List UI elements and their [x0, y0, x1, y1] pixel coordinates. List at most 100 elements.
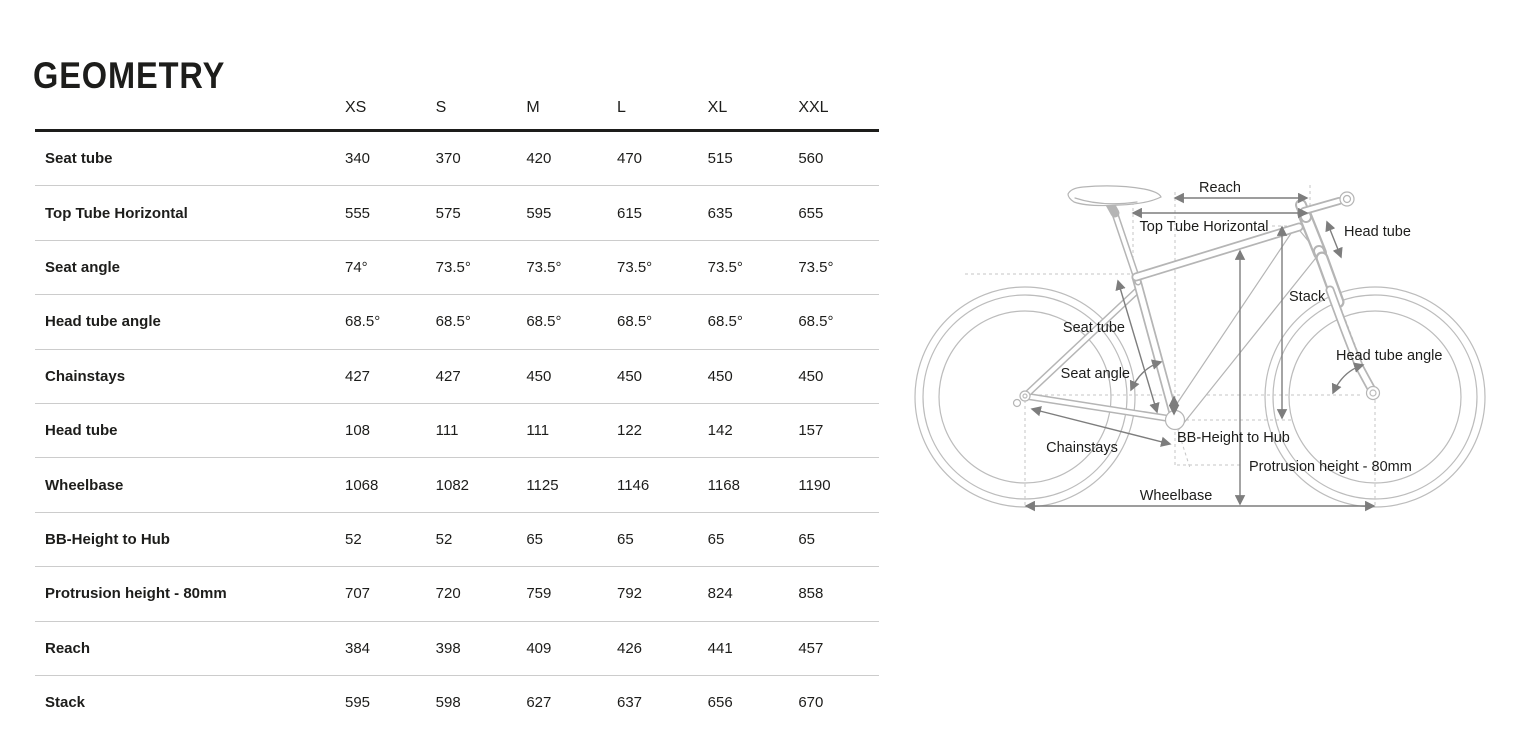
wheelbase-label: Wheelbase [1140, 488, 1213, 504]
row-label: Stack [45, 694, 86, 712]
front-dropout [1365, 385, 1381, 401]
row-value: 595 [526, 204, 552, 222]
row-value: 450 [707, 367, 733, 385]
row-value: 142 [707, 422, 733, 440]
chainstays-label: Chainstays [1046, 440, 1118, 456]
row-value: 450 [616, 367, 643, 385]
row-value: 68.5° [345, 313, 381, 331]
bb-height-to-hub-label: BB-Height to Hub [1177, 430, 1290, 446]
row-value: 615 [616, 204, 643, 222]
row-label: Wheelbase [45, 476, 124, 494]
row-label: Reach [45, 639, 91, 657]
row-value: 74° [345, 258, 368, 276]
row-value: 1146 [616, 476, 650, 494]
head-tube-label: Head tube [1344, 224, 1411, 240]
row-value: 555 [345, 204, 371, 222]
row-value: 420 [526, 150, 552, 168]
row-value: 720 [435, 585, 461, 603]
row-label: Seat angle [45, 258, 121, 276]
row-value: 108 [345, 422, 371, 440]
geometry-table-body: Seat tube 340 370 420 470 515 560 Top Tube Hori… [35, 132, 879, 729]
row-value: 68.5° [435, 313, 471, 331]
row-value: 68.5° [707, 313, 743, 331]
table-row: Stack 595 598 627 637 656 670 [35, 676, 879, 729]
bike-geometry-diagram: Reach Top Tube Horizontal Head tube Stac… [914, 180, 1486, 512]
bottom-bracket [1164, 409, 1186, 431]
row-label: Protrusion height - 80mm [45, 585, 227, 603]
row-value: 441 [707, 639, 733, 657]
geometry-table: XS S M L XL XXL Seat tube 340 370 420 470 515 560 To… [35, 86, 879, 729]
size-header: XL [707, 98, 728, 116]
row-value: 340 [345, 150, 371, 168]
row-value: 470 [616, 150, 643, 168]
size-header: M [526, 98, 540, 116]
seat-angle-label: Seat angle [1061, 366, 1130, 382]
chainstays-arrow [1030, 406, 1172, 447]
row-value: 52 [435, 530, 453, 548]
table-row: BB-Height to Hub 52 52 65 65 65 65 [35, 513, 879, 568]
head-tube-arrow [1325, 220, 1343, 259]
row-value: 111 [526, 422, 550, 440]
row-value: 560 [798, 150, 824, 168]
page-title: GEOMETRY [33, 54, 226, 96]
head-tube-angle-arc [1331, 362, 1365, 395]
row-value: 858 [798, 585, 824, 603]
seat-tube-label: Seat tube [1063, 320, 1125, 336]
row-value: 73.5° [435, 258, 471, 276]
row-value: 73.5° [526, 258, 562, 276]
row-value: 65 [707, 530, 725, 548]
row-label: BB-Height to Hub [45, 530, 170, 548]
table-row: Chainstays 427 427 450 450 450 450 [35, 350, 879, 404]
row-value: 157 [798, 422, 824, 440]
row-value: 450 [798, 367, 824, 385]
row-label: Head tube angle [45, 313, 161, 331]
row-value: 1068 [345, 476, 379, 494]
diagram-labels: Reach Top Tube Horizontal Head tube Stac… [1046, 180, 1442, 504]
row-value: 68.5° [798, 313, 834, 331]
row-value: 707 [345, 585, 371, 603]
row-value: 575 [435, 204, 461, 222]
row-value: 65 [526, 530, 544, 548]
row-value: 427 [345, 367, 371, 385]
saddle [1067, 185, 1162, 207]
table-row: Seat tube 340 370 420 470 515 560 [35, 132, 879, 187]
row-value: 426 [616, 639, 643, 657]
protrusion-height-label: Protrusion height - 80mm [1249, 459, 1412, 475]
row-value: 655 [798, 204, 824, 222]
row-value: 759 [526, 585, 552, 603]
table-row: Wheelbase 1068 1082 1125 1146 1168 1190 [35, 458, 879, 513]
row-value: 1125 [526, 476, 559, 494]
row-value: 656 [707, 694, 733, 712]
table-row: Top Tube Horizontal 555 575 595 615 635 655 [35, 186, 879, 241]
table-row: Head tube 108 111 111 122 142 157 [35, 404, 879, 459]
table-row: Protrusion height - 80mm 707 720 759 792 824 8… [35, 567, 879, 622]
row-value: 637 [616, 694, 643, 712]
rear-derailleur [1012, 398, 1022, 408]
row-value: 65 [616, 530, 634, 548]
rear-hub [1019, 390, 1031, 402]
row-value: 670 [798, 694, 824, 712]
row-value: 52 [345, 530, 362, 548]
size-header: S [435, 98, 447, 116]
size-header: L [616, 98, 626, 116]
row-value: 122 [616, 422, 643, 440]
dimension-arrows [1024, 192, 1376, 512]
row-label: Top Tube Horizontal [45, 204, 188, 222]
row-value: 457 [798, 639, 824, 657]
row-value: 627 [526, 694, 552, 712]
row-value: 398 [435, 639, 461, 657]
row-value: 792 [616, 585, 643, 603]
row-value: 450 [526, 367, 552, 385]
top-tube-horizontal-label: Top Tube Horizontal [1140, 219, 1269, 235]
row-value: 515 [707, 150, 733, 168]
row-value: 384 [345, 639, 371, 657]
seat-angle-arc [1129, 359, 1163, 392]
row-label: Chainstays [45, 367, 126, 385]
row-value: 1168 [707, 476, 740, 494]
row-value: 1190 [798, 476, 831, 494]
row-value: 65 [798, 530, 816, 548]
head-tube-angle-label: Head tube angle [1336, 348, 1442, 364]
row-value: 598 [435, 694, 461, 712]
row-value: 409 [526, 639, 552, 657]
row-value: 595 [345, 694, 371, 712]
